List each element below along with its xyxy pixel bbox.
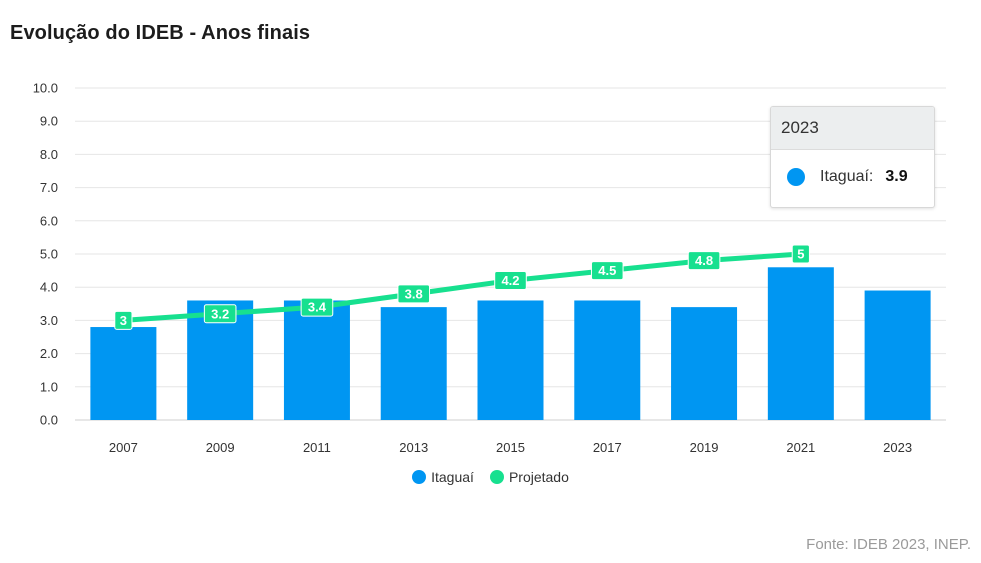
bar-2007 <box>90 327 157 420</box>
y-tick-label: 0.0 <box>40 413 58 428</box>
data-label-text: 3.8 <box>405 286 423 301</box>
bar-2017 <box>574 300 641 420</box>
data-label-text: 3.2 <box>211 306 229 321</box>
tooltip-series-dot-icon <box>787 168 805 186</box>
data-label-text: 4.2 <box>501 273 519 288</box>
projection-data-label: 4.5 <box>590 261 624 281</box>
bar-2011 <box>283 300 350 420</box>
legend-dot-icon <box>489 470 504 484</box>
projection-data-label: 3.2 <box>203 304 237 324</box>
tooltip-value: 3.9 <box>885 168 908 185</box>
y-tick-label: 2.0 <box>40 346 58 361</box>
bar-2013 <box>380 307 447 420</box>
x-axis-ticks: 2007 2009 2011 2013 2015 2017 2019 2021 2023 <box>109 440 912 455</box>
data-label-text: 4.5 <box>598 263 616 278</box>
tooltip-header: 2023 <box>771 107 934 150</box>
data-label-box <box>590 261 624 281</box>
y-tick-label: 4.0 <box>40 280 58 295</box>
y-tick-label: 10.0 <box>33 81 58 96</box>
data-label-box <box>791 244 810 264</box>
data-label-box <box>114 310 133 330</box>
x-tick-label: 2013 <box>399 440 428 455</box>
y-axis-ticks: 0.0 1.0 2.0 3.0 4.0 5.0 6.0 7.0 8.0 9.0 10.0 <box>33 81 58 428</box>
tooltip-series-name: Itaguaí: <box>820 168 874 185</box>
legend-label: Itaguaí <box>431 469 474 485</box>
x-tick-label: 2009 <box>206 440 235 455</box>
bar-2019 <box>671 307 738 420</box>
tooltip-body: Itaguaí: 3.9 <box>771 150 934 186</box>
data-label-text: 3.4 <box>308 300 327 315</box>
x-tick-label: 2015 <box>496 440 525 455</box>
data-label-text: 5 <box>797 247 804 262</box>
x-tick-label: 2023 <box>883 440 912 455</box>
bar-2015 <box>477 300 544 420</box>
bar-2021 <box>767 267 834 420</box>
y-tick-label: 1.0 <box>40 379 58 394</box>
y-tick-label: 7.0 <box>40 180 58 195</box>
data-label-box <box>203 304 237 324</box>
projection-data-label: 3.8 <box>397 284 431 304</box>
legend-dot-icon <box>412 470 427 484</box>
y-tick-label: 6.0 <box>40 213 58 228</box>
x-tick-label: 2019 <box>690 440 719 455</box>
projection-data-label: 3.4 <box>300 297 334 317</box>
x-tick-label: 2011 <box>303 440 331 455</box>
legend-item-itaguai[interactable]: Itaguaí <box>412 469 474 485</box>
data-label-box <box>687 251 721 271</box>
data-label-text: 4.8 <box>695 253 713 268</box>
data-label-box <box>397 284 431 304</box>
x-tick-label: 2021 <box>786 440 815 455</box>
projection-labels: 3 3.2 3.4 3.8 4.2 4.5 4.8 5 <box>114 244 810 330</box>
projection-data-label: 4.8 <box>687 251 721 271</box>
projection-data-label: 5 <box>791 244 810 264</box>
y-tick-label: 8.0 <box>40 147 58 162</box>
legend-item-projetado[interactable]: Projetado <box>489 469 569 485</box>
data-label-box <box>494 271 527 291</box>
chart-title: Evolução do IDEB - Anos finais <box>10 22 311 44</box>
bar-2023 <box>864 290 931 420</box>
data-label-box <box>300 297 334 317</box>
projection-data-label: 3 <box>114 310 133 330</box>
bars <box>90 267 931 420</box>
source-note: Fonte: IDEB 2023, INEP. <box>806 536 971 553</box>
projection-data-label: 4.2 <box>494 271 527 291</box>
data-label-text: 3 <box>120 313 127 328</box>
x-tick-label: 2017 <box>593 440 622 455</box>
chart-tooltip: 2023 Itaguaí: 3.9 <box>770 106 935 208</box>
chart-legend: Itaguaí Projetado <box>0 469 981 485</box>
y-tick-label: 9.0 <box>40 114 58 129</box>
legend-label: Projetado <box>508 469 569 485</box>
y-tick-label: 3.0 <box>40 313 58 328</box>
x-tick-label: 2007 <box>109 440 138 455</box>
y-tick-label: 5.0 <box>40 247 58 262</box>
